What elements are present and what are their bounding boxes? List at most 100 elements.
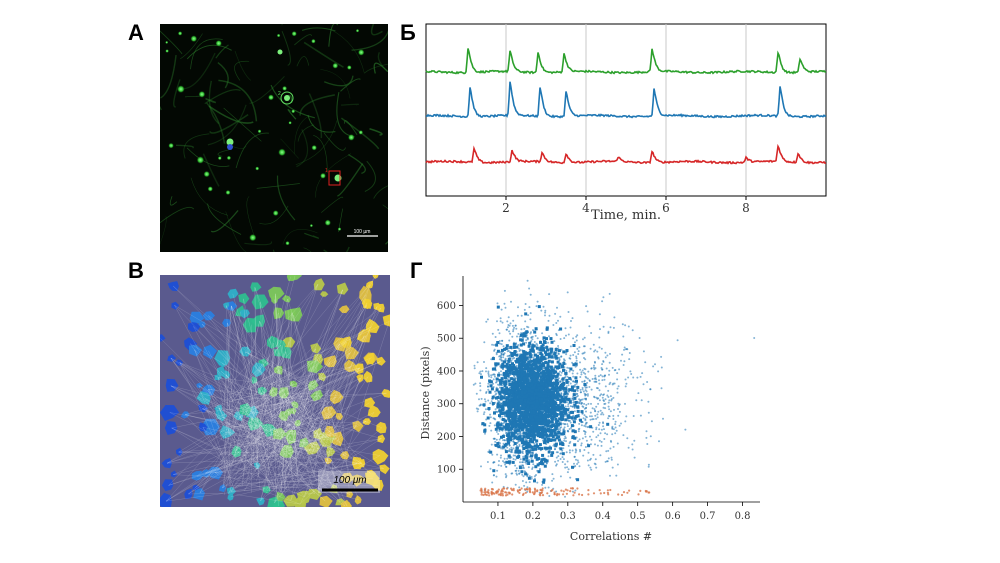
network-edge [263,385,313,413]
network-edge [247,388,296,406]
neurite [323,246,350,252]
network-edge [226,421,367,428]
scatter-point [511,418,515,422]
scatter-point [495,380,498,383]
scatter-point [608,399,611,402]
scatter-point [562,422,565,425]
network-edge [273,392,319,437]
scatter-point [592,418,595,421]
network-edge [179,362,268,423]
scatter-point [496,305,500,309]
network-edge [185,396,249,415]
cell-body [284,95,290,101]
cell-segment [372,448,389,465]
scatter-point [487,382,490,385]
scatter-point [554,370,558,374]
network-edge [302,463,358,486]
scatter-point [487,373,490,376]
scatter-point [650,420,653,423]
cell-segment [294,420,301,427]
scatter-point [598,389,601,392]
network-edge [266,388,323,491]
scatter-point [564,387,568,391]
scatter-point [481,370,484,373]
scatter-point [539,375,543,379]
scatter-point [582,345,585,348]
scatter-point [522,457,526,461]
scatter-point [528,388,532,392]
network-edge [304,462,328,498]
scatter-point [495,475,498,478]
network-edge [311,342,347,435]
network-edge [260,462,304,501]
roi-1-label: 1 [325,168,328,174]
scatter-point [545,337,548,341]
scatter-point [576,372,579,375]
network-edge [251,383,294,407]
scatter-point [565,353,568,356]
scatter-point [538,397,542,401]
network-edge [239,397,336,471]
trace-gridlines [505,24,747,196]
scatter-point [579,368,582,371]
neurite [369,127,383,136]
scatter-point [505,371,509,375]
scatter-point [486,318,489,321]
scatter-point [629,370,632,373]
scatter-point [522,447,526,450]
scatter-point [543,412,547,416]
scatter-point [610,440,613,443]
scatter-point [553,431,557,435]
scatter-point [557,386,561,390]
scatter-point [623,346,626,349]
network-edge [245,398,309,410]
scatter-point [635,399,638,402]
scatter-point [533,396,537,400]
scatter-point [522,475,525,478]
neurite [249,76,285,104]
scatter-point [499,397,503,401]
network-edge [179,362,262,480]
scatter-point [483,423,487,427]
panel-letter-c: В [128,258,144,283]
scatter-point [553,448,556,451]
cell-segment [250,282,262,292]
scatter-point [491,453,494,456]
network-edge [288,421,367,449]
neurite [160,54,177,99]
scatter-point [662,417,664,420]
network-edge [174,305,318,390]
network-edge [226,374,231,486]
scatter-point [548,388,552,392]
cell-segment [196,391,211,405]
scatter-point [559,384,563,387]
scatter-point [524,401,528,405]
scatter-point [544,314,546,317]
scatter-point [517,332,520,335]
neurite [313,134,328,173]
scatter-point [559,380,561,383]
cell-segment [273,427,287,440]
scatter-point [580,410,584,414]
scatter-point [528,341,532,345]
scatter-point [491,357,495,361]
scatter-point [597,402,600,405]
neurite [297,124,315,142]
network-edge [222,403,330,432]
network-edge [270,342,274,433]
scatter-point [473,364,476,367]
scatter-point [532,380,536,384]
scatter-point [547,455,550,458]
scatter-point [542,480,546,484]
scatter-point [480,375,483,379]
network-edge [173,285,293,393]
network-edge [174,305,276,493]
scatter-point [517,306,519,309]
cell-segment [373,302,382,311]
scatter-point [575,339,578,342]
network-edge [286,359,319,471]
scatter-point [519,461,521,464]
scatter-point [518,445,521,448]
scatter-point [541,406,544,409]
scatter-point [497,390,501,394]
